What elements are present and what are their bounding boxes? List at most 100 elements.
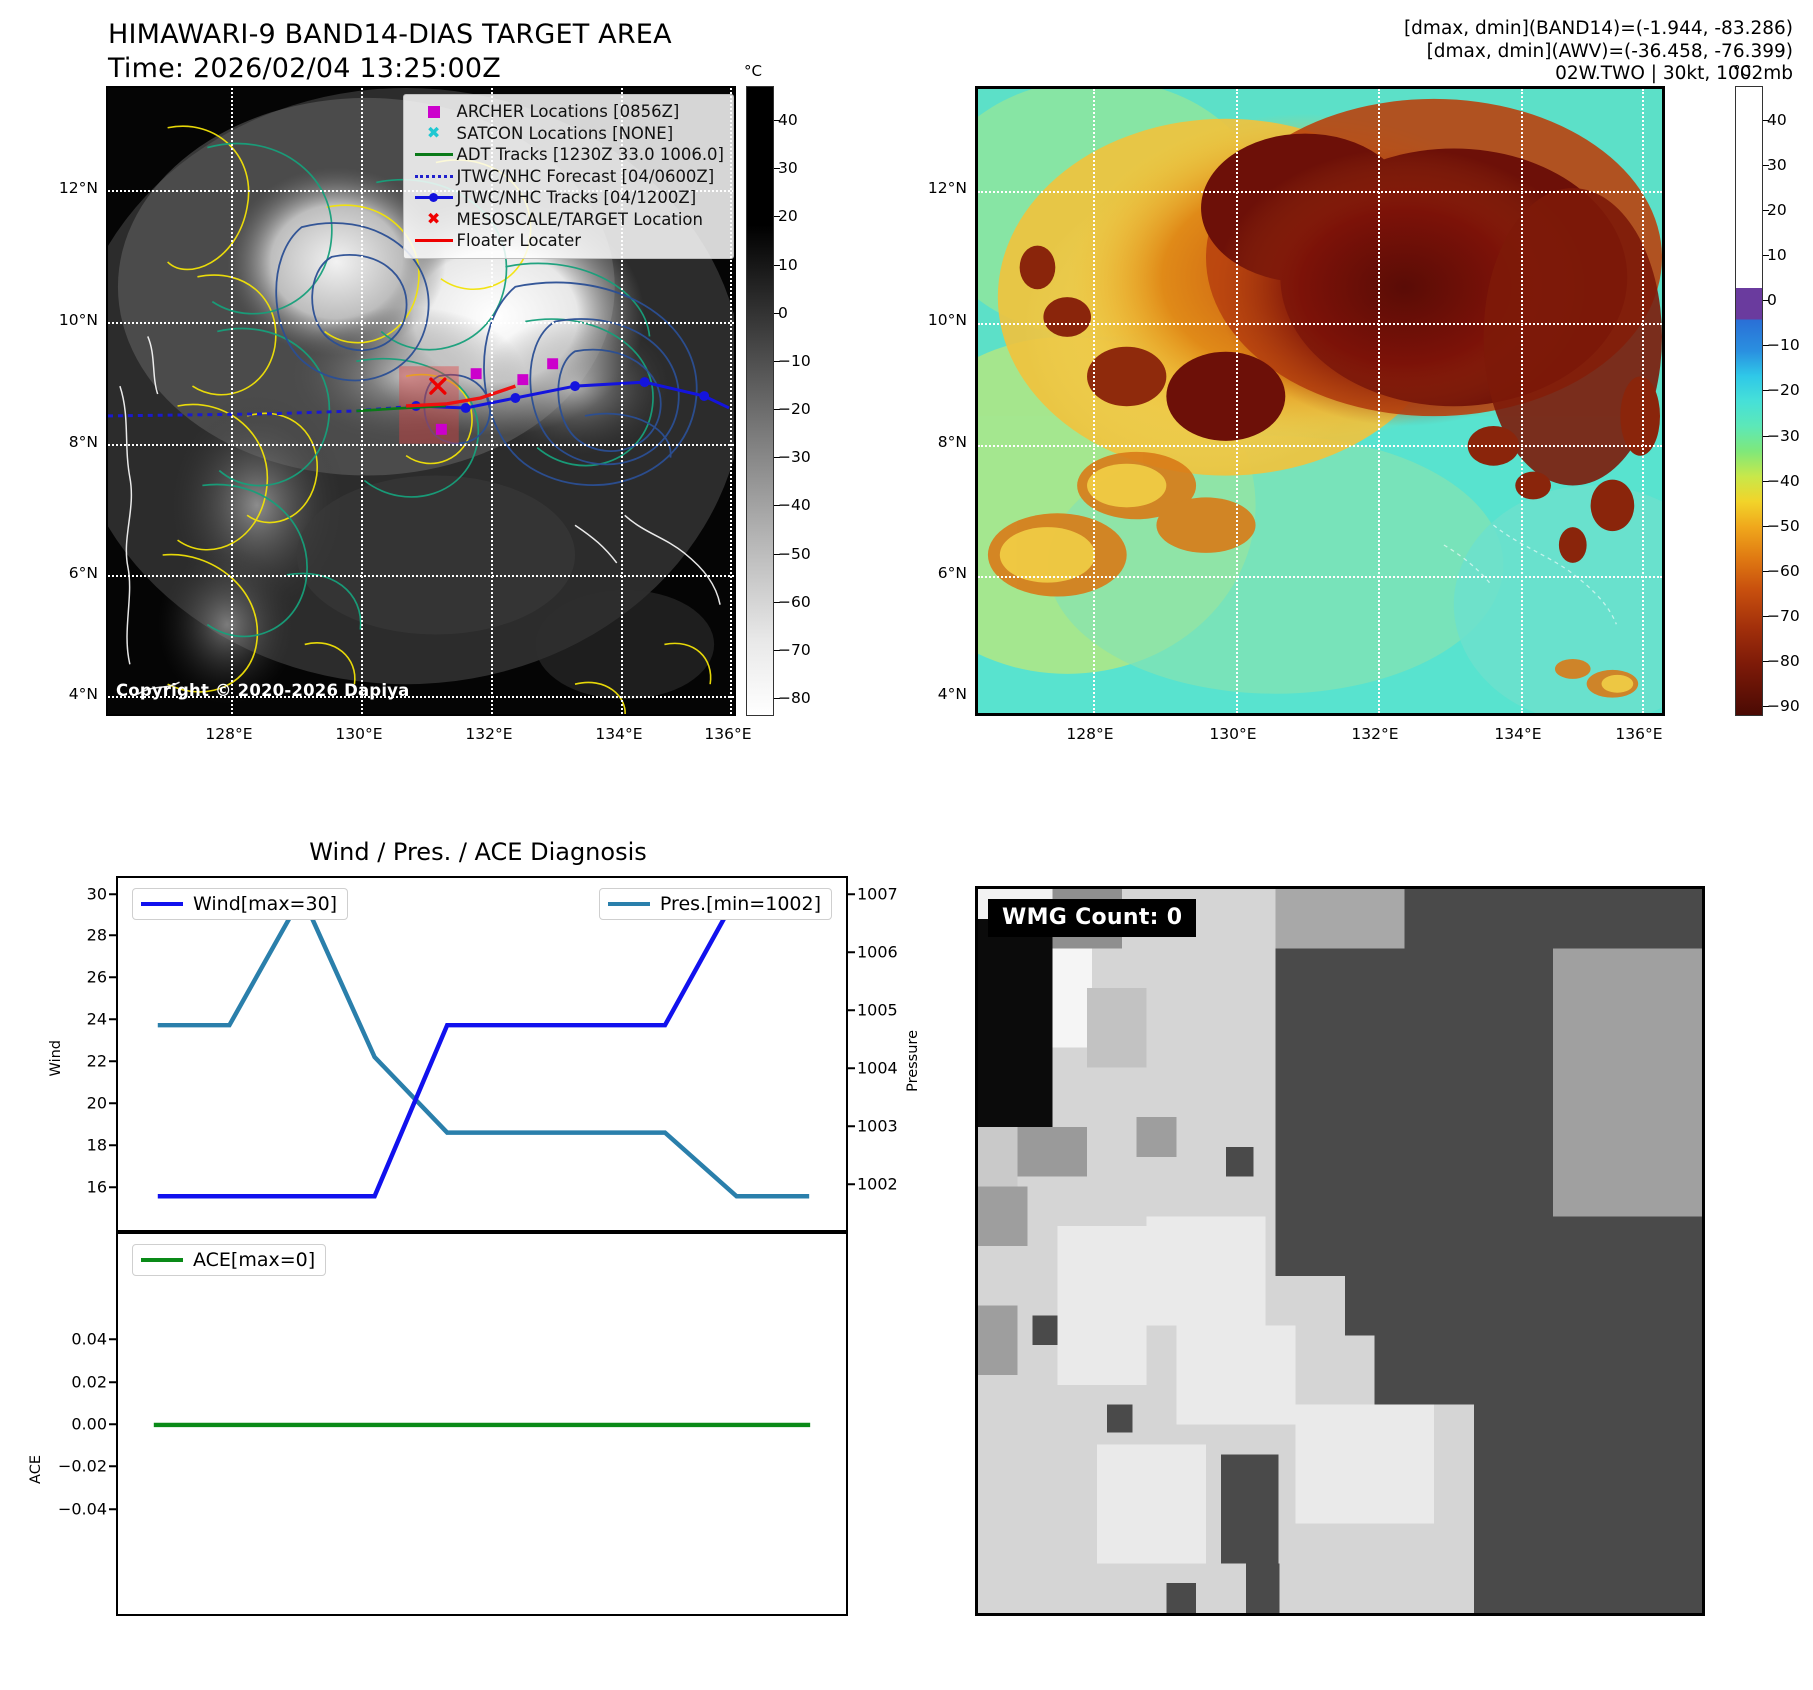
- awv-ytick-6n: 6°N: [937, 564, 967, 582]
- wind-legend-label: Wind[max=30]: [193, 893, 338, 915]
- ir-map-legend: ARCHER Locations [0856Z] ✖ SATCON Locati…: [402, 94, 734, 259]
- awv-colorbar-tick: 40: [1767, 111, 1787, 129]
- ir-colorbar-tickmark: [774, 698, 780, 699]
- pressure-series-line: [157, 890, 810, 1199]
- ace-legend[interactable]: ACE[max=0]: [132, 1244, 327, 1276]
- legend-item-adt[interactable]: ADT Tracks [1230Z 33.0 1006.0]: [411, 144, 724, 166]
- awv-colorbar-tickmark: [1763, 345, 1769, 347]
- header-dmax-band14: [dmax, dmin](BAND14)=(-1.944, -83.286): [1403, 18, 1793, 39]
- pressure-legend[interactable]: Pres.[min=1002]: [598, 888, 832, 920]
- awv-xtick-134e: 134°E: [1494, 725, 1542, 743]
- legend-label-archer: ARCHER Locations [0856Z]: [456, 102, 680, 121]
- legend-item-satcon[interactable]: ✖ SATCON Locations [NONE]: [411, 123, 724, 145]
- ir-colorbar-tickmark: [774, 649, 780, 651]
- magenta-square-marker-icon: [411, 101, 457, 123]
- ir-colorbar-tickmark: [774, 120, 780, 121]
- awv-gridline-136e: [1642, 89, 1644, 713]
- awv-colorbar-tickmark: [1763, 120, 1769, 121]
- awv-xtick-130e: 130°E: [1209, 725, 1257, 743]
- ace-ytick-002p: 0.02: [71, 1372, 107, 1392]
- awv-colorbar-tickmark: [1763, 165, 1769, 167]
- awv-colorbar-tick: −40: [1767, 471, 1800, 490]
- awv-colorbar-tick: −10: [1767, 336, 1800, 355]
- wind-pressure-chart[interactable]: Wind[max=30] Pres.[min=1002]: [116, 876, 848, 1232]
- awv-ytick-10n: 10°N: [927, 311, 967, 329]
- wind-legend-swatch-icon: [141, 902, 183, 906]
- awv-colorbar-tick: 0: [1767, 291, 1777, 310]
- awv-colorbar-tickmark: [1763, 255, 1769, 257]
- awv-xtick-136e: 136°E: [1615, 725, 1663, 743]
- wind-ytick-16: 16: [86, 1177, 107, 1197]
- legend-item-archer[interactable]: ARCHER Locations [0856Z]: [411, 101, 724, 123]
- wind-series-line: [157, 893, 810, 1199]
- ir-colorbar-tick: 30: [778, 159, 798, 178]
- awv-colorbar-tickmark: [1763, 570, 1769, 572]
- awv-gridline-10n: [978, 323, 1662, 325]
- ir-xtick-134e: 134°E: [595, 725, 643, 743]
- ir-colorbar-gradient: [746, 86, 774, 716]
- ace-plot-area: [153, 1422, 811, 1428]
- ir-colorbar-tickmark: [774, 409, 780, 410]
- awv-colorbar-title: °C: [1733, 62, 1751, 80]
- awv-colorbar-gradient: [1735, 86, 1763, 716]
- ace-ytick-004p: 0.04: [71, 1329, 107, 1349]
- ir-satellite-map[interactable]: Copyright © 2020-2026 Dapiya ARCHER Loca…: [106, 86, 736, 716]
- ir-colorbar-title: °C: [744, 62, 762, 80]
- ir-ytick-8n: 8°N: [68, 433, 98, 451]
- wind-ytick-28: 28: [86, 925, 107, 945]
- wind-ytick-24: 24: [86, 1009, 107, 1029]
- ir-colorbar-tick: −10: [778, 351, 811, 370]
- green-line-icon: [411, 144, 457, 166]
- ir-colorbar-tickmark: [774, 264, 780, 266]
- ir-xtick-136e: 136°E: [704, 725, 752, 743]
- legend-item-floater[interactable]: Floater Locater: [411, 230, 724, 252]
- wind-legend[interactable]: Wind[max=30]: [132, 888, 349, 920]
- ir-ytick-6n: 6°N: [68, 564, 98, 582]
- legend-item-forecast[interactable]: JTWC/NHC Forecast [04/0600Z]: [411, 166, 724, 188]
- awv-satellite-map[interactable]: [975, 86, 1665, 716]
- ir-colorbar-tickmark: [774, 360, 780, 362]
- pres-ytick-1003: 1003: [857, 1116, 898, 1136]
- wmg-map-image: [978, 889, 1702, 1613]
- legend-item-tracks[interactable]: JTWC/NHC Tracks [04/1200Z]: [411, 187, 724, 209]
- awv-ytick-4n: 4°N: [937, 685, 967, 703]
- ir-colorbar-tick: −40: [778, 496, 811, 515]
- awv-colorbar-tick: −70: [1767, 606, 1800, 625]
- awv-colorbar-tick: 30: [1767, 156, 1787, 175]
- awv-gridline-6n: [978, 576, 1662, 578]
- ir-ytick-10n: 10°N: [58, 311, 98, 329]
- ir-map-image: [108, 88, 734, 714]
- awv-colorbar-tick: −30: [1767, 426, 1800, 445]
- header-stats: [dmax, dmin](BAND14)=(-1.944, -83.286) […: [1404, 18, 1793, 86]
- ace-ytick-002n: −0.02: [57, 1456, 107, 1476]
- ace-chart[interactable]: ACE[max=0]: [116, 1232, 848, 1616]
- pressure-legend-label: Pres.[min=1002]: [659, 893, 821, 915]
- awv-gridline-134e: [1521, 89, 1523, 713]
- legend-label-adt: ADT Tracks [1230Z 33.0 1006.0]: [456, 145, 724, 164]
- pres-ytick-1005: 1005: [857, 1000, 898, 1020]
- ir-gridline-8n: [108, 444, 734, 446]
- awv-gridline-130e: [1236, 89, 1238, 713]
- awv-gridline-8n: [978, 445, 1662, 447]
- awv-map-image: [978, 89, 1662, 713]
- legend-item-mesoscale[interactable]: ✖ MESOSCALE/TARGET Location: [411, 209, 724, 231]
- awv-gridline-12n: [978, 191, 1662, 193]
- ir-colorbar-tick: −50: [778, 544, 811, 563]
- ir-gridline-132e: [491, 88, 493, 714]
- wind-ytick-30: 30: [86, 884, 107, 904]
- wmg-grayscale-map[interactable]: WMG Count: 0: [975, 886, 1705, 1616]
- wind-axis-title: Wind: [48, 1040, 64, 1077]
- ir-gridline-134e: [621, 88, 623, 714]
- ir-ytick-4n: 4°N: [68, 685, 98, 703]
- diagnosis-title: Wind / Pres. / ACE Diagnosis: [309, 838, 647, 866]
- ir-colorbar-tickmark: [774, 553, 780, 555]
- ir-colorbar-tick: −30: [778, 448, 811, 467]
- ir-colorbar-tickmark: [774, 216, 780, 218]
- awv-xtick-132e: 132°E: [1351, 725, 1399, 743]
- red-line-icon: [411, 230, 457, 252]
- pressure-legend-swatch-icon: [607, 902, 650, 906]
- ir-xtick-128e: 128°E: [205, 725, 253, 743]
- ace-legend-swatch-icon: [141, 1258, 183, 1262]
- awv-colorbar-tick: −20: [1767, 381, 1800, 400]
- wind-ytick-22: 22: [86, 1051, 107, 1071]
